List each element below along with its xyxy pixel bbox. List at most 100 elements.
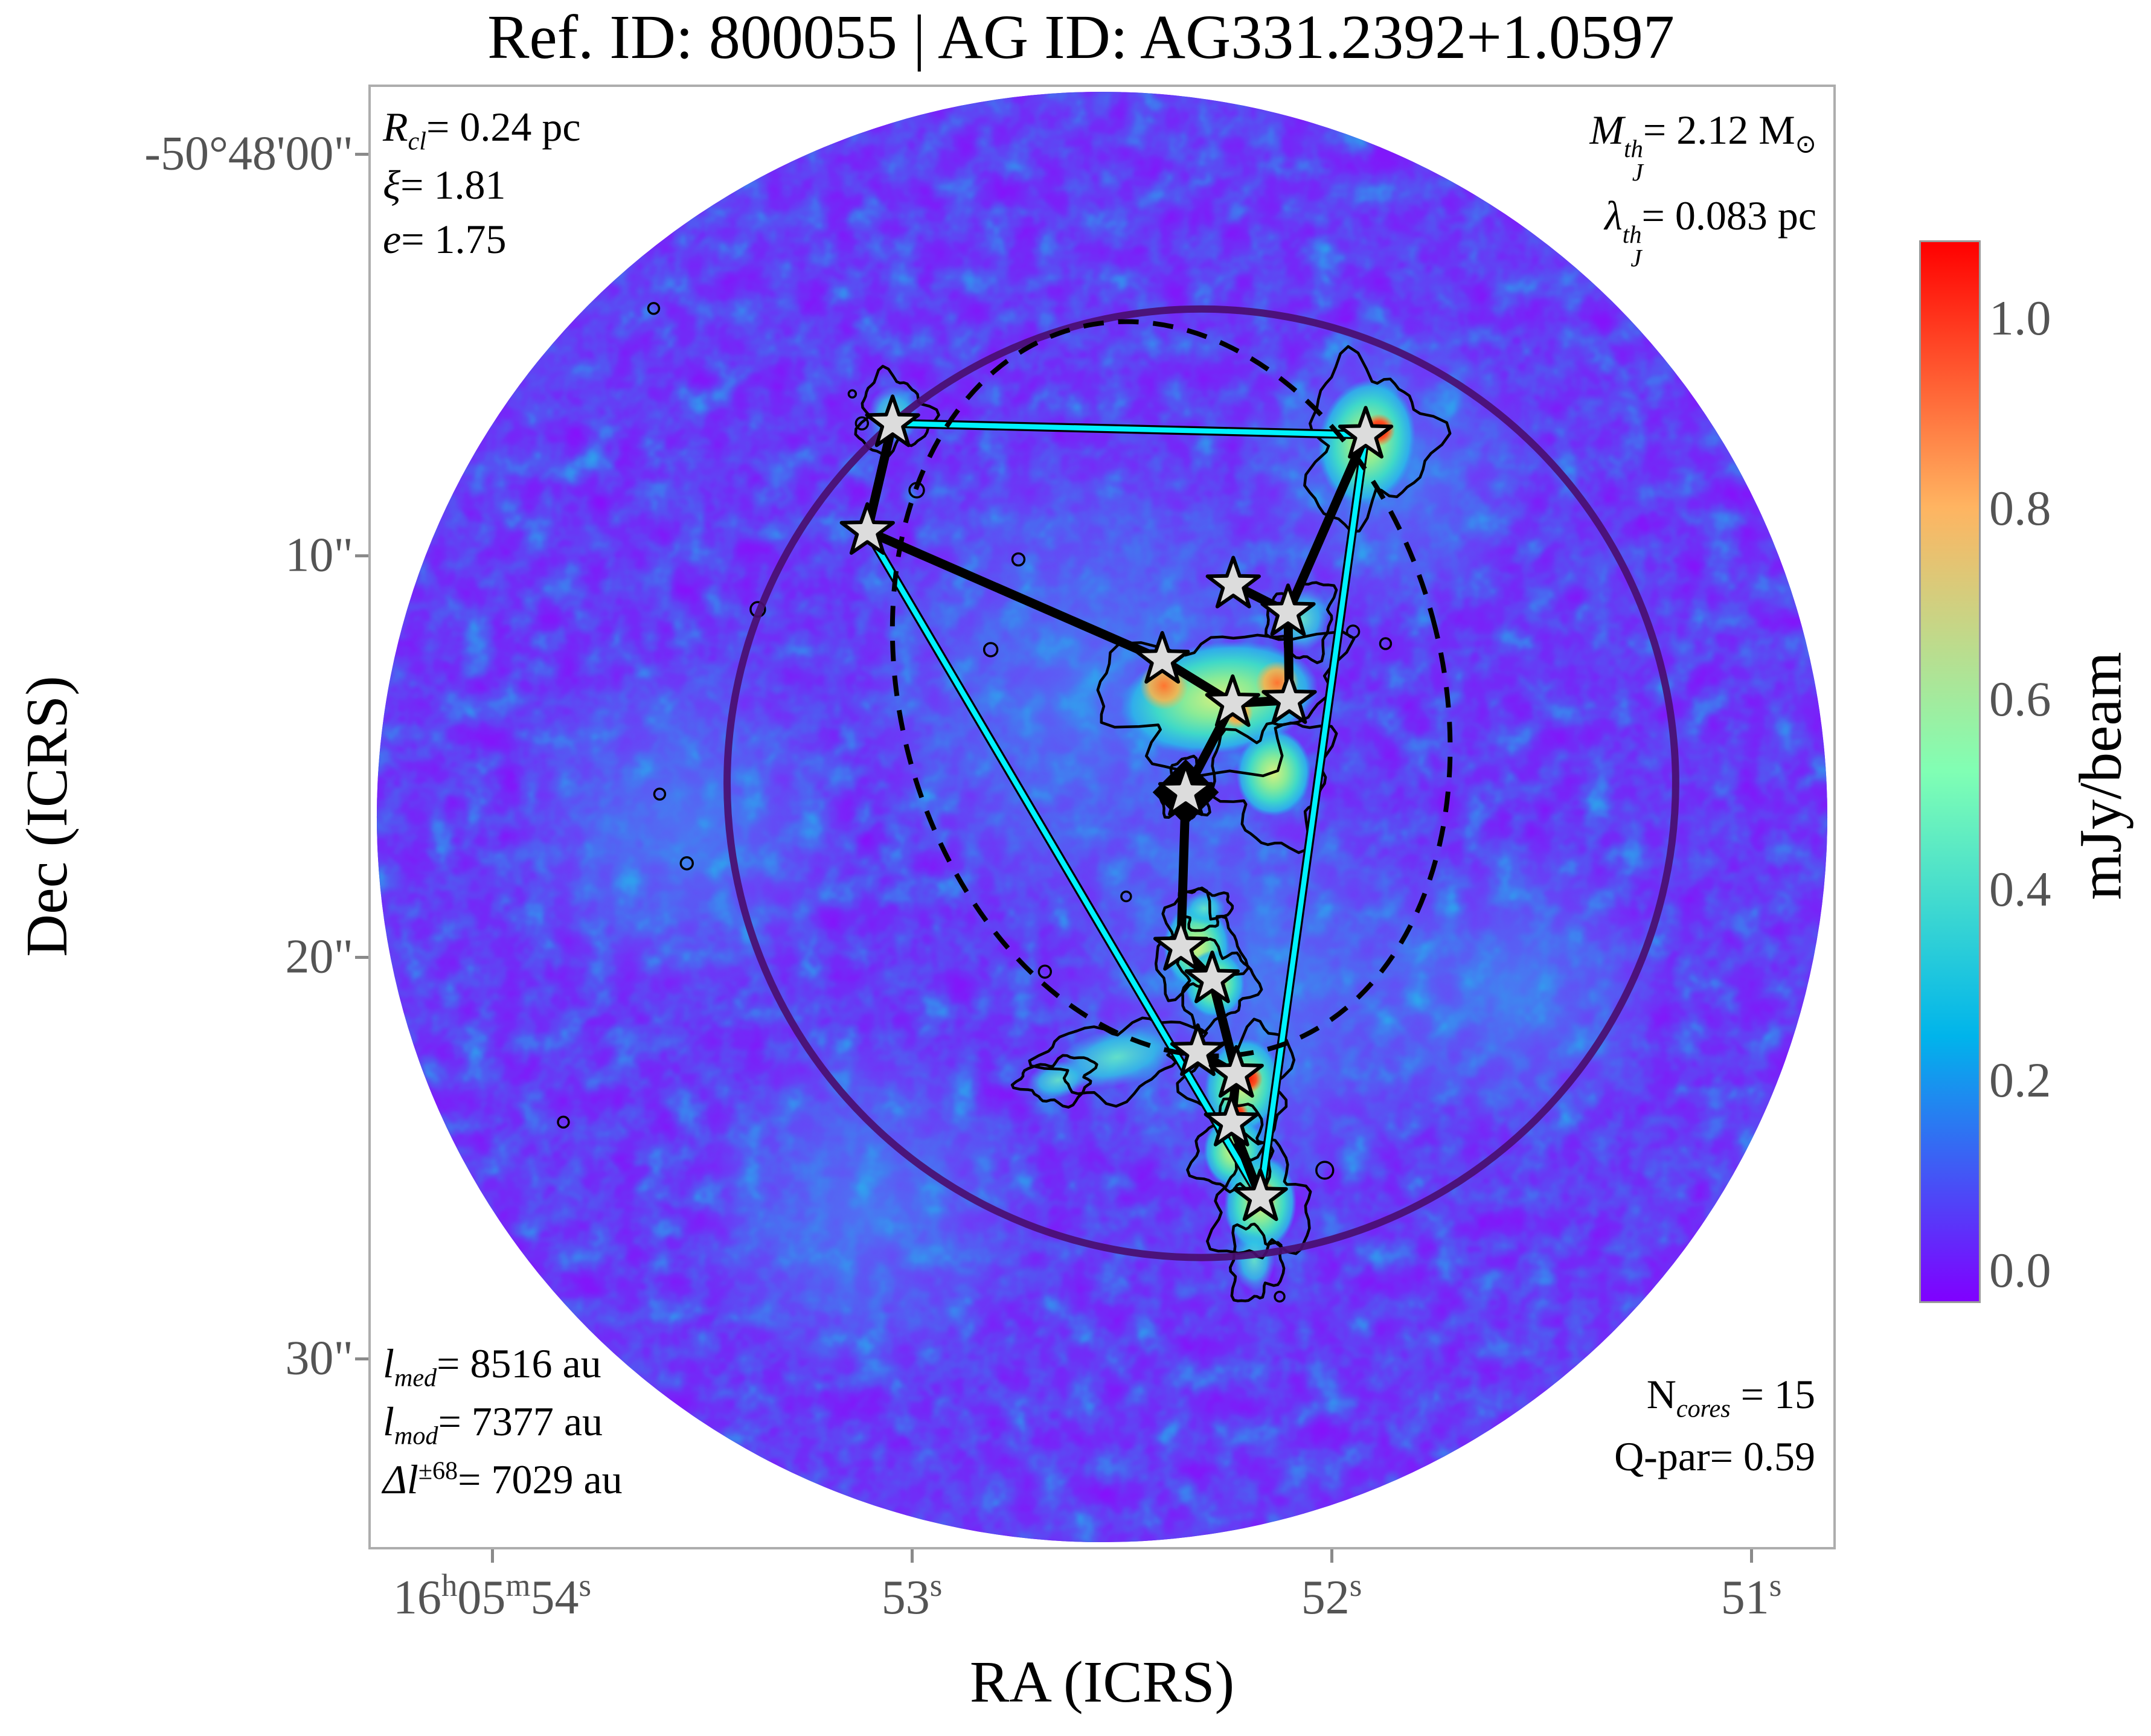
x-axis-label: RA (ICRS) xyxy=(969,1650,1235,1715)
contour-dot xyxy=(647,302,661,315)
x-tick-sup: s xyxy=(1349,1568,1362,1603)
contour-dot xyxy=(1120,890,1132,903)
stat-lmed: lmed= 8516 au xyxy=(383,1340,601,1392)
contour-dot xyxy=(653,787,667,801)
contour-dot xyxy=(1037,964,1053,979)
core-star-marker xyxy=(1184,950,1240,1004)
x-tick-text: 54 xyxy=(530,1571,579,1625)
cyan-noise-patch xyxy=(684,1025,1045,1387)
core-star-marker xyxy=(1261,671,1317,724)
contour-dot xyxy=(1345,624,1361,639)
colorbar xyxy=(1919,240,1981,1303)
figure-title: Ref. ID: 800055 | AG ID: AG331.2392+1.05… xyxy=(487,2,1675,72)
core-star-marker xyxy=(1153,918,1209,971)
stat-jeans-length: λ th J = 0.083 pc xyxy=(1604,192,1816,272)
colorbar-tick-label: 0.8 xyxy=(1989,481,2051,536)
y-tick-label: -50°48'00" xyxy=(144,127,353,181)
y-tick-mark xyxy=(355,554,368,557)
x-tick-label: 51s xyxy=(1721,1568,1782,1625)
mst-edge xyxy=(862,527,1167,665)
core-star-marker xyxy=(839,502,895,555)
x-tick-sup: h xyxy=(441,1568,458,1603)
colorbar-tick-label: 0.4 xyxy=(1989,862,2051,917)
cluster-radius-circle xyxy=(723,305,1679,1261)
hull-edge xyxy=(865,530,1263,1199)
x-tick-mark xyxy=(1330,1549,1333,1563)
x-tick-label: 52s xyxy=(1301,1568,1362,1625)
x-tick-sup: s xyxy=(579,1568,592,1603)
y-tick-label: 20" xyxy=(285,930,353,984)
x-tick-text: 51 xyxy=(1720,1571,1769,1625)
core-star-marker xyxy=(1205,674,1260,727)
core-star-marker xyxy=(1205,556,1261,609)
hull-edge xyxy=(1257,434,1368,1198)
field-of-view-group xyxy=(376,91,1828,1543)
x-tick-label: 16h05m54s xyxy=(393,1568,591,1625)
x-tick-sup: s xyxy=(1769,1568,1782,1603)
core-star-marker xyxy=(1338,406,1394,459)
stats-top-left: Rcl= 0.24 pc ξ= 1.81 e= 1.75 xyxy=(383,100,581,267)
y-tick-label: 30" xyxy=(285,1331,353,1385)
x-tick-text: 05 xyxy=(457,1571,506,1625)
contour-dot xyxy=(679,856,694,871)
core-star-marker xyxy=(1170,1023,1226,1076)
emission-contour xyxy=(1176,937,1263,1036)
core-star-marker xyxy=(1233,1168,1288,1222)
cyan-noise-patch xyxy=(1358,833,1671,1147)
y-tick-mark xyxy=(355,1357,368,1360)
x-tick-mark xyxy=(1750,1549,1753,1563)
core-star-marker xyxy=(1208,1045,1264,1098)
contour-dot xyxy=(854,416,870,431)
x-tick-sup: s xyxy=(929,1568,943,1603)
stats-bottom-left: lmed= 8516 au lmod= 7377 au Δl±68= 7029 … xyxy=(383,1337,623,1507)
contour-dot xyxy=(1274,1290,1286,1303)
stat-qpar: Q-par= 0.59 xyxy=(1614,1433,1815,1480)
stats-bottom-right: Ncores = 15 Q-par= 0.59 xyxy=(1614,1365,1815,1487)
stat-lmod: lmod= 7377 au xyxy=(383,1398,603,1450)
colorbar-tick-label: 0.2 xyxy=(1989,1052,2051,1107)
y-tick-mark xyxy=(355,153,368,156)
core-star-marker xyxy=(1135,631,1190,684)
emission-contour xyxy=(1096,630,1356,778)
contour-dot xyxy=(1011,552,1026,567)
contour-dot xyxy=(1315,1161,1335,1180)
contour-dot xyxy=(1379,637,1393,650)
stat-e: e= 1.75 xyxy=(383,216,507,262)
core-star-marker xyxy=(1158,763,1214,816)
colorbar-tick-label: 1.0 xyxy=(1989,290,2051,345)
x-tick-text: 53 xyxy=(881,1571,930,1625)
stat-ncores: Ncores = 15 xyxy=(1646,1371,1815,1423)
core-star-marker xyxy=(1204,1094,1259,1147)
emission-contour xyxy=(1229,1222,1286,1302)
stat-dl68: Δl±68= 7029 au xyxy=(383,1456,623,1503)
colorbar-tick-label: 0.6 xyxy=(1989,671,2051,726)
contour-dot xyxy=(847,389,858,399)
stat-rcl: Rcl= 0.24 pc xyxy=(383,104,581,156)
emission-blob xyxy=(1027,1061,1089,1099)
x-tick-mark xyxy=(911,1549,914,1563)
x-tick-text: 52 xyxy=(1301,1571,1350,1625)
mst-edge xyxy=(1283,430,1371,617)
x-tick-label: 53s xyxy=(882,1568,943,1625)
emission-contour xyxy=(1010,1054,1098,1109)
cyan-noise-patch xyxy=(503,646,865,1008)
core-star-marker xyxy=(865,394,920,447)
contour-dot xyxy=(983,642,999,658)
x-tick-mark xyxy=(491,1549,494,1563)
jeans-ellipse xyxy=(890,319,1453,1059)
core-star-marker xyxy=(1260,583,1316,636)
x-tick-text: 16 xyxy=(393,1571,441,1625)
stat-xi: ξ= 1.81 xyxy=(383,162,506,208)
y-tick-label: 10" xyxy=(285,528,353,582)
y-tick-mark xyxy=(355,956,368,959)
colorbar-label: mJy/beam xyxy=(2066,652,2134,900)
y-axis-label: Dec (ICRS) xyxy=(14,676,80,957)
contour-dot xyxy=(557,1115,570,1129)
emission-blob xyxy=(1234,1230,1275,1291)
sky-map-canvas xyxy=(376,91,1828,1543)
colorbar-tick-label: 0.0 xyxy=(1989,1243,2051,1298)
